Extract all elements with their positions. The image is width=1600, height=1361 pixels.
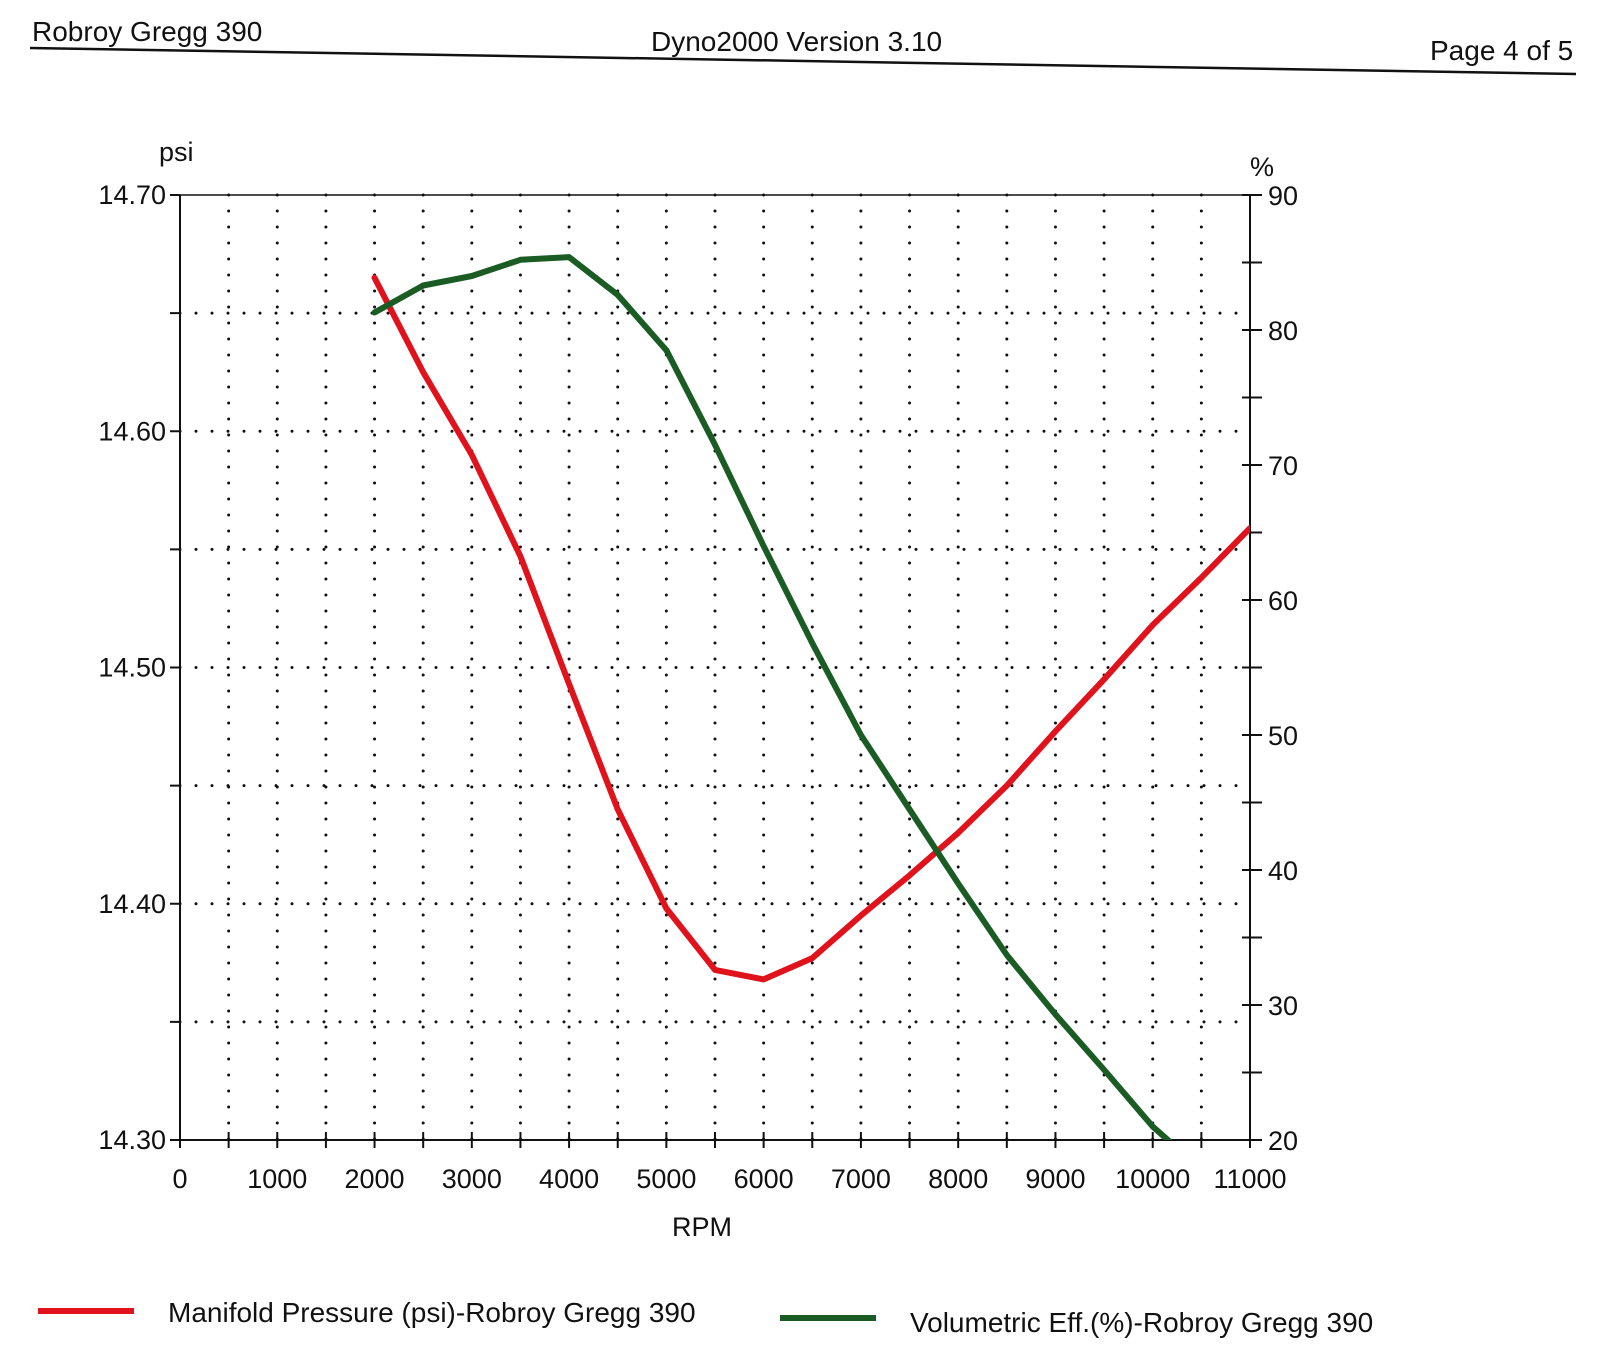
legend-label-0: Manifold Pressure (psi)-Robroy Gregg 390 [168,1297,696,1328]
y-left-tick-label: 14.40 [98,889,166,919]
x-tick-label: 0 [172,1164,187,1194]
y-right-tick-label: 30 [1268,991,1298,1021]
y-right-axis-label: % [1250,152,1274,182]
x-tick-label: 2000 [345,1164,405,1194]
series [371,254,1250,1140]
x-tick-label: 10000 [1115,1164,1190,1194]
series-line-1 [371,254,1173,1140]
x-tick-label: 6000 [734,1164,794,1194]
legend-label-1: Volumetric Eff.(%)-Robroy Gregg 390 [910,1307,1373,1338]
header-center: Dyno2000 Version 3.10 [651,26,943,57]
x-tick-label: 11000 [1213,1164,1286,1194]
y-left-tick-label: 14.50 [98,653,166,683]
ticks: 0 1000 2000 3000 4000 5000 6000 7000 8000 9000 100… [98,180,1298,1194]
x-tick-label: 9000 [1025,1164,1085,1194]
header-rule [29,46,1577,76]
y-left-tick-label: 14.30 [98,1125,166,1155]
y-right-tick-label: 40 [1268,856,1298,886]
y-left-tick-label: 14.60 [98,416,166,446]
header-right: Page 4 of 5 [1430,35,1574,66]
x-tick-label: 4000 [539,1164,599,1194]
y-right-tick-label: 50 [1268,721,1298,751]
header-left: Robroy Gregg 390 [32,16,263,47]
y-right-tick-label: 60 [1268,586,1298,616]
x-axis-label: RPM [672,1212,732,1242]
y-left-tick-label: 14.70 [98,180,166,210]
x-tick-label: 7000 [831,1164,891,1194]
y-right-tick-label: 20 [1268,1126,1298,1156]
x-tick-label: 8000 [928,1164,988,1194]
x-tick-label: 5000 [636,1164,696,1194]
x-tick-label: 3000 [442,1164,502,1194]
x-tick-label: 1000 [247,1164,307,1194]
y-right-tick-label: 70 [1268,451,1298,481]
y-right-tick-label: 80 [1268,316,1298,346]
grid [178,193,1252,1142]
y-right-tick-label: 90 [1268,181,1298,211]
y-left-axis-label: psi [159,137,194,167]
series-line-0 [371,274,1250,983]
